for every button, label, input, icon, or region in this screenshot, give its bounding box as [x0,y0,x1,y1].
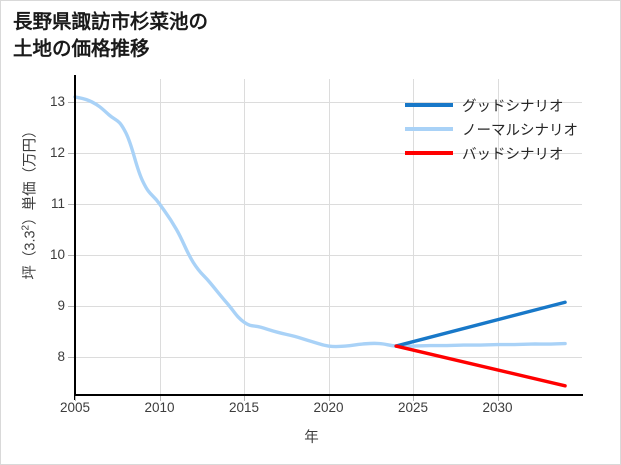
x-tick-mark [497,396,499,401]
y-tick-mark [68,101,74,103]
y-axis-label-superscript: 2 [20,224,32,231]
x-tick-mark [328,396,330,401]
x-tick-mark [159,396,161,401]
chart-lines [73,95,567,388]
x-axis-line [74,394,583,396]
chart-legend: グッドシナリオ ノーマルシナリオ バッドシナリオ [405,93,611,165]
legend-item-label: ノーマルシナリオ [462,122,578,139]
y-tick-mark [68,305,74,307]
gridline-vertical [413,79,414,395]
y-tick-label: 13 [49,93,65,109]
x-tick-label: 2015 [228,400,260,415]
legend-color-swatch [405,103,453,107]
y-tick-label: 11 [50,195,65,211]
y-tick-mark [68,152,74,154]
y-tick-mark [68,203,74,205]
x-tick-label: 2025 [397,400,429,415]
chart-title: 長野県諏訪市杉菜池の 土地の価格推移 [13,11,209,60]
x-axis-label: 年 [304,430,319,446]
legend-item[interactable]: ノーマルシナリオ [405,117,611,141]
legend-color-swatch [405,151,453,155]
gridline-vertical [244,79,245,395]
y-axis-line [74,75,76,400]
legend-item[interactable]: グッドシナリオ [405,93,611,117]
y-tick-label: 9 [57,297,65,313]
y-tick-mark [68,254,74,256]
y-tick-label: 8 [57,348,65,364]
x-tick-label: 2010 [144,400,175,415]
y-axis-label: 坪（3.32）単価（万円） [19,77,40,327]
y-tick-mark [68,356,74,358]
x-tick-label: 2020 [313,400,344,415]
x-tick-mark [244,396,245,401]
x-tick-mark [413,396,414,401]
series-line [394,344,567,388]
series-line [394,300,567,348]
x-tick-mark [75,396,76,401]
y-axis-label-tail: ）単価（万円） [22,123,39,225]
y-tick-label: 10 [49,246,65,262]
x-tick-label: 2030 [482,400,513,415]
y-axis-label-main: 坪（3.3 [22,230,39,280]
legend-item[interactable]: バッドシナリオ [405,141,611,165]
legend-item-label: バッドシナリオ [462,146,564,163]
y-tick-label: 12 [49,144,65,160]
legend-color-swatch [405,127,453,131]
gridline-vertical [328,79,330,395]
legend-item-label: グッドシナリオ [462,98,564,115]
gridline-vertical [497,79,499,395]
series-line [73,95,567,349]
gridline-vertical [159,79,161,395]
x-tick-label: 2005 [59,400,91,415]
